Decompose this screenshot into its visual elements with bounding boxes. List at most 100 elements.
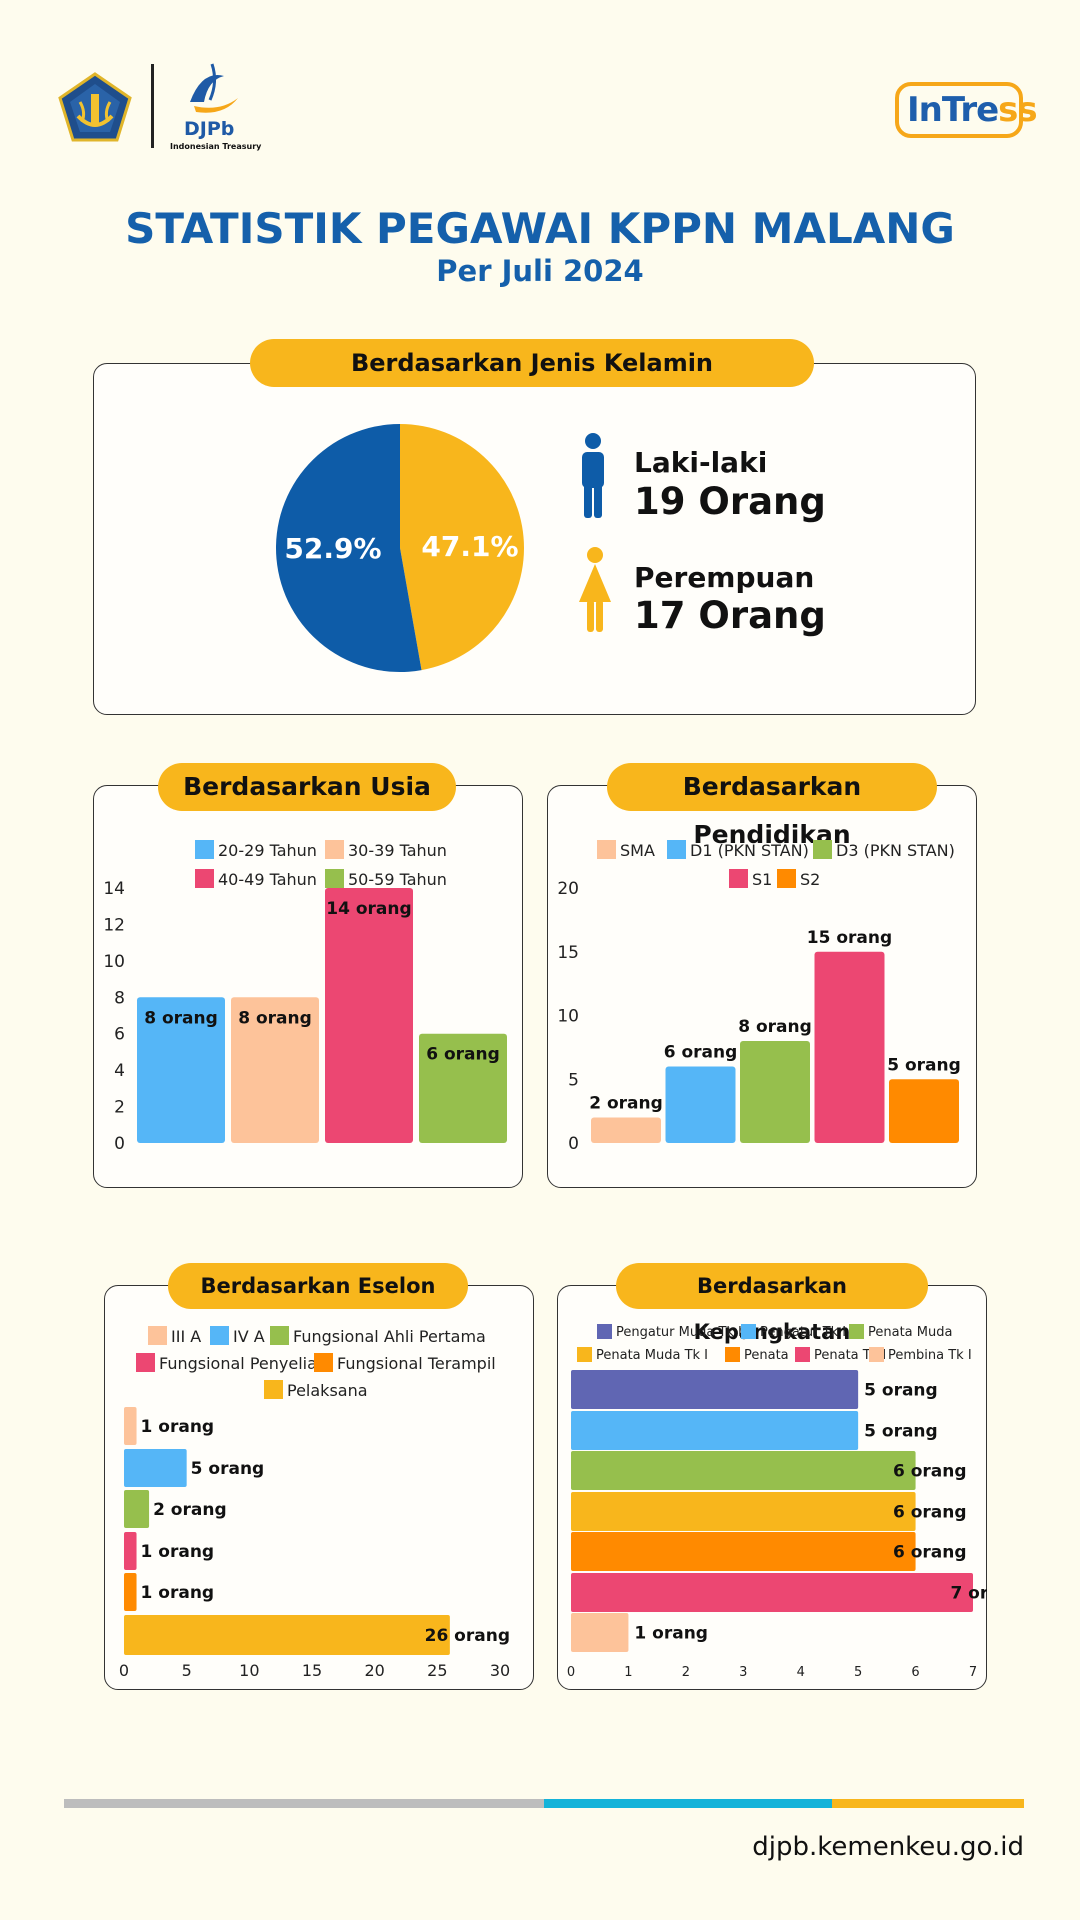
pie-slice-laki-laki <box>276 424 422 672</box>
kepangkatan-legend-label: Penata <box>744 1348 789 1363</box>
eselon-xtick: 5 <box>182 1661 192 1680</box>
footer-url: djpb.kemenkeu.go.id <box>752 1832 1024 1862</box>
usia-bar-1 <box>231 997 319 1143</box>
pendidikan-ytick: 5 <box>568 1070 579 1090</box>
usia-legend-label: 40-49 Tahun <box>218 870 317 889</box>
eselon-bar-2 <box>124 1490 150 1528</box>
male-label: Laki-laki <box>634 446 768 479</box>
usia-section-title: Berdasarkan Usia <box>158 763 456 811</box>
eselon-legend-swatch <box>148 1326 167 1345</box>
intress-logo: InTress <box>895 82 1038 138</box>
eselon-legend-swatch <box>264 1380 283 1399</box>
pendidikan-legend-label: D1 (PKN STAN) <box>690 841 809 860</box>
kepangkatan-xtick: 0 <box>567 1665 575 1680</box>
kepangkatan-legend-label: Pengatur Muda Tk I <box>616 1325 742 1340</box>
eselon-data-label-1: 5 orang <box>191 1459 265 1479</box>
kepangkatan-xtick: 5 <box>854 1665 862 1680</box>
gender-section-title: Berdasarkan Jenis Kelamin <box>250 339 814 387</box>
kepangkatan-legend-swatch <box>741 1324 756 1339</box>
eselon-legend-label: IV A <box>233 1327 265 1346</box>
usia-ytick: 10 <box>103 952 125 972</box>
eselon-legend-label: Fungsional Terampil <box>337 1354 496 1373</box>
pendidikan-bar-3 <box>814 951 885 1143</box>
header-divider <box>151 64 154 148</box>
intress-logo-text-main: InTre <box>907 90 999 130</box>
kepangkatan-xtick: 4 <box>797 1665 805 1680</box>
gender-panel <box>93 363 976 715</box>
usia-legend-swatch <box>195 840 214 859</box>
kepangkatan-legend-swatch <box>577 1347 592 1362</box>
usia-ytick: 12 <box>103 915 125 935</box>
usia-data-label-3: 6 orang <box>426 1045 500 1065</box>
eselon-section-title: Berdasarkan Eselon <box>168 1263 468 1309</box>
pendidikan-bar-4 <box>889 1079 959 1143</box>
usia-ytick: 0 <box>114 1134 125 1154</box>
pendidikan-ytick: 10 <box>557 1007 579 1027</box>
kepangkatan-bar-3 <box>571 1492 916 1531</box>
pendidikan-bar-chart: 0 5 10 15 20 SMA D1 (PKN STAN) D3 (PKN STAN) S1 S… <box>557 840 961 1154</box>
kepangkatan-legend-label: Pembina Tk I <box>888 1348 972 1363</box>
kepangkatan-bar-2 <box>571 1451 916 1490</box>
kepangkatan-legend-label: Penata Muda Tk I <box>596 1348 708 1363</box>
usia-ytick: 14 <box>103 879 125 899</box>
kepangkatan-legend-swatch <box>597 1324 612 1339</box>
usia-bar-chart: 0 2 4 6 8 10 12 14 20-29 Tahun 30-39 Tahun 40-49 T… <box>103 840 507 1154</box>
eselon-data-label-0: 1 orang <box>141 1417 215 1437</box>
kepangkatan-data-label-4: 6 orang <box>893 1543 967 1563</box>
eselon-bar-4 <box>124 1573 137 1611</box>
pendidikan-legend-swatch <box>597 840 616 859</box>
kepangkatan-bar-chart: 0 1 2 3 4 5 6 7 Pengatur Muda Tk I Pengatur Tk I P… <box>567 1324 987 1680</box>
eselon-xtick: 20 <box>364 1661 384 1680</box>
usia-ytick: 2 <box>114 1098 125 1118</box>
kepangkatan-data-label-6: 1 orang <box>634 1624 708 1644</box>
male-icon <box>578 432 608 518</box>
usia-data-label-2: 14 orang <box>326 899 411 919</box>
page-title: STATISTIK PEGAWAI KPPN MALANG <box>125 204 955 253</box>
kepangkatan-section-title: Berdasarkan Kepangkatan <box>616 1263 928 1344</box>
pendidikan-legend-label: S1 <box>752 870 772 889</box>
usia-legend-swatch <box>325 840 344 859</box>
pendidikan-legend-label: SMA <box>620 841 655 860</box>
usia-data-label-1: 8 orang <box>238 1008 312 1028</box>
eselon-xtick: 0 <box>119 1661 129 1680</box>
kepangkatan-bar-5 <box>571 1573 973 1612</box>
eselon-bar-3 <box>124 1532 137 1570</box>
pendidikan-ytick: 0 <box>568 1134 579 1154</box>
footer-bar-segment-1 <box>544 1799 832 1808</box>
kepangkatan-bar-0 <box>571 1370 859 1409</box>
kepangkatan-bar-1 <box>571 1411 859 1450</box>
kepangkatan-xtick: 6 <box>911 1665 919 1680</box>
usia-legend-swatch <box>325 869 344 888</box>
djpb-logo-subtext: Indonesian Treasury <box>170 142 262 151</box>
female-label: Perempuan <box>634 561 815 594</box>
eselon-legend-label: III A <box>171 1327 201 1346</box>
usia-legend-label: 20-29 Tahun <box>218 841 317 860</box>
eselon-legend-swatch <box>270 1326 289 1345</box>
kepangkatan-legend-swatch <box>795 1347 810 1362</box>
eselon-data-label-2: 2 orang <box>153 1500 227 1520</box>
kepangkatan-xtick: 3 <box>739 1665 747 1680</box>
kemenkeu-logo <box>58 72 132 142</box>
djpb-logo: DJPb Indonesian Treasury <box>168 62 264 152</box>
eselon-bar-0 <box>124 1407 137 1445</box>
eselon-legend-swatch <box>210 1326 229 1345</box>
pendidikan-legend-label: D3 (PKN STAN) <box>836 841 955 860</box>
pendidikan-data-label-1: 6 orang <box>664 1043 738 1063</box>
eselon-data-label-5: 26 orang <box>425 1626 510 1646</box>
eselon-xtick: 25 <box>427 1661 447 1680</box>
eselon-xtick: 15 <box>302 1661 322 1680</box>
usia-ytick: 4 <box>114 1061 125 1081</box>
kepangkatan-legend-label: Penata Muda <box>868 1325 952 1340</box>
kepangkatan-legend-label: Pengatur Tk I <box>760 1325 846 1340</box>
eselon-bar-5 <box>124 1615 450 1655</box>
pendidikan-legend-swatch <box>777 869 796 888</box>
kepangkatan-data-label-0: 5 orang <box>864 1381 938 1401</box>
eselon-legend-label: Pelaksana <box>287 1381 368 1400</box>
pie-label-laki-laki: 52.9% <box>284 532 381 565</box>
eselon-legend-swatch <box>314 1353 333 1372</box>
pendidikan-legend-swatch <box>667 840 686 859</box>
pendidikan-legend-label: S2 <box>800 870 820 889</box>
usia-legend-label: 50-59 Tahun <box>348 870 447 889</box>
eselon-bar-chart: 0 5 10 15 20 25 30 III A IV A Fungsional Ahli Per… <box>119 1326 510 1680</box>
pie-label-perempuan: 47.1% <box>421 530 518 563</box>
